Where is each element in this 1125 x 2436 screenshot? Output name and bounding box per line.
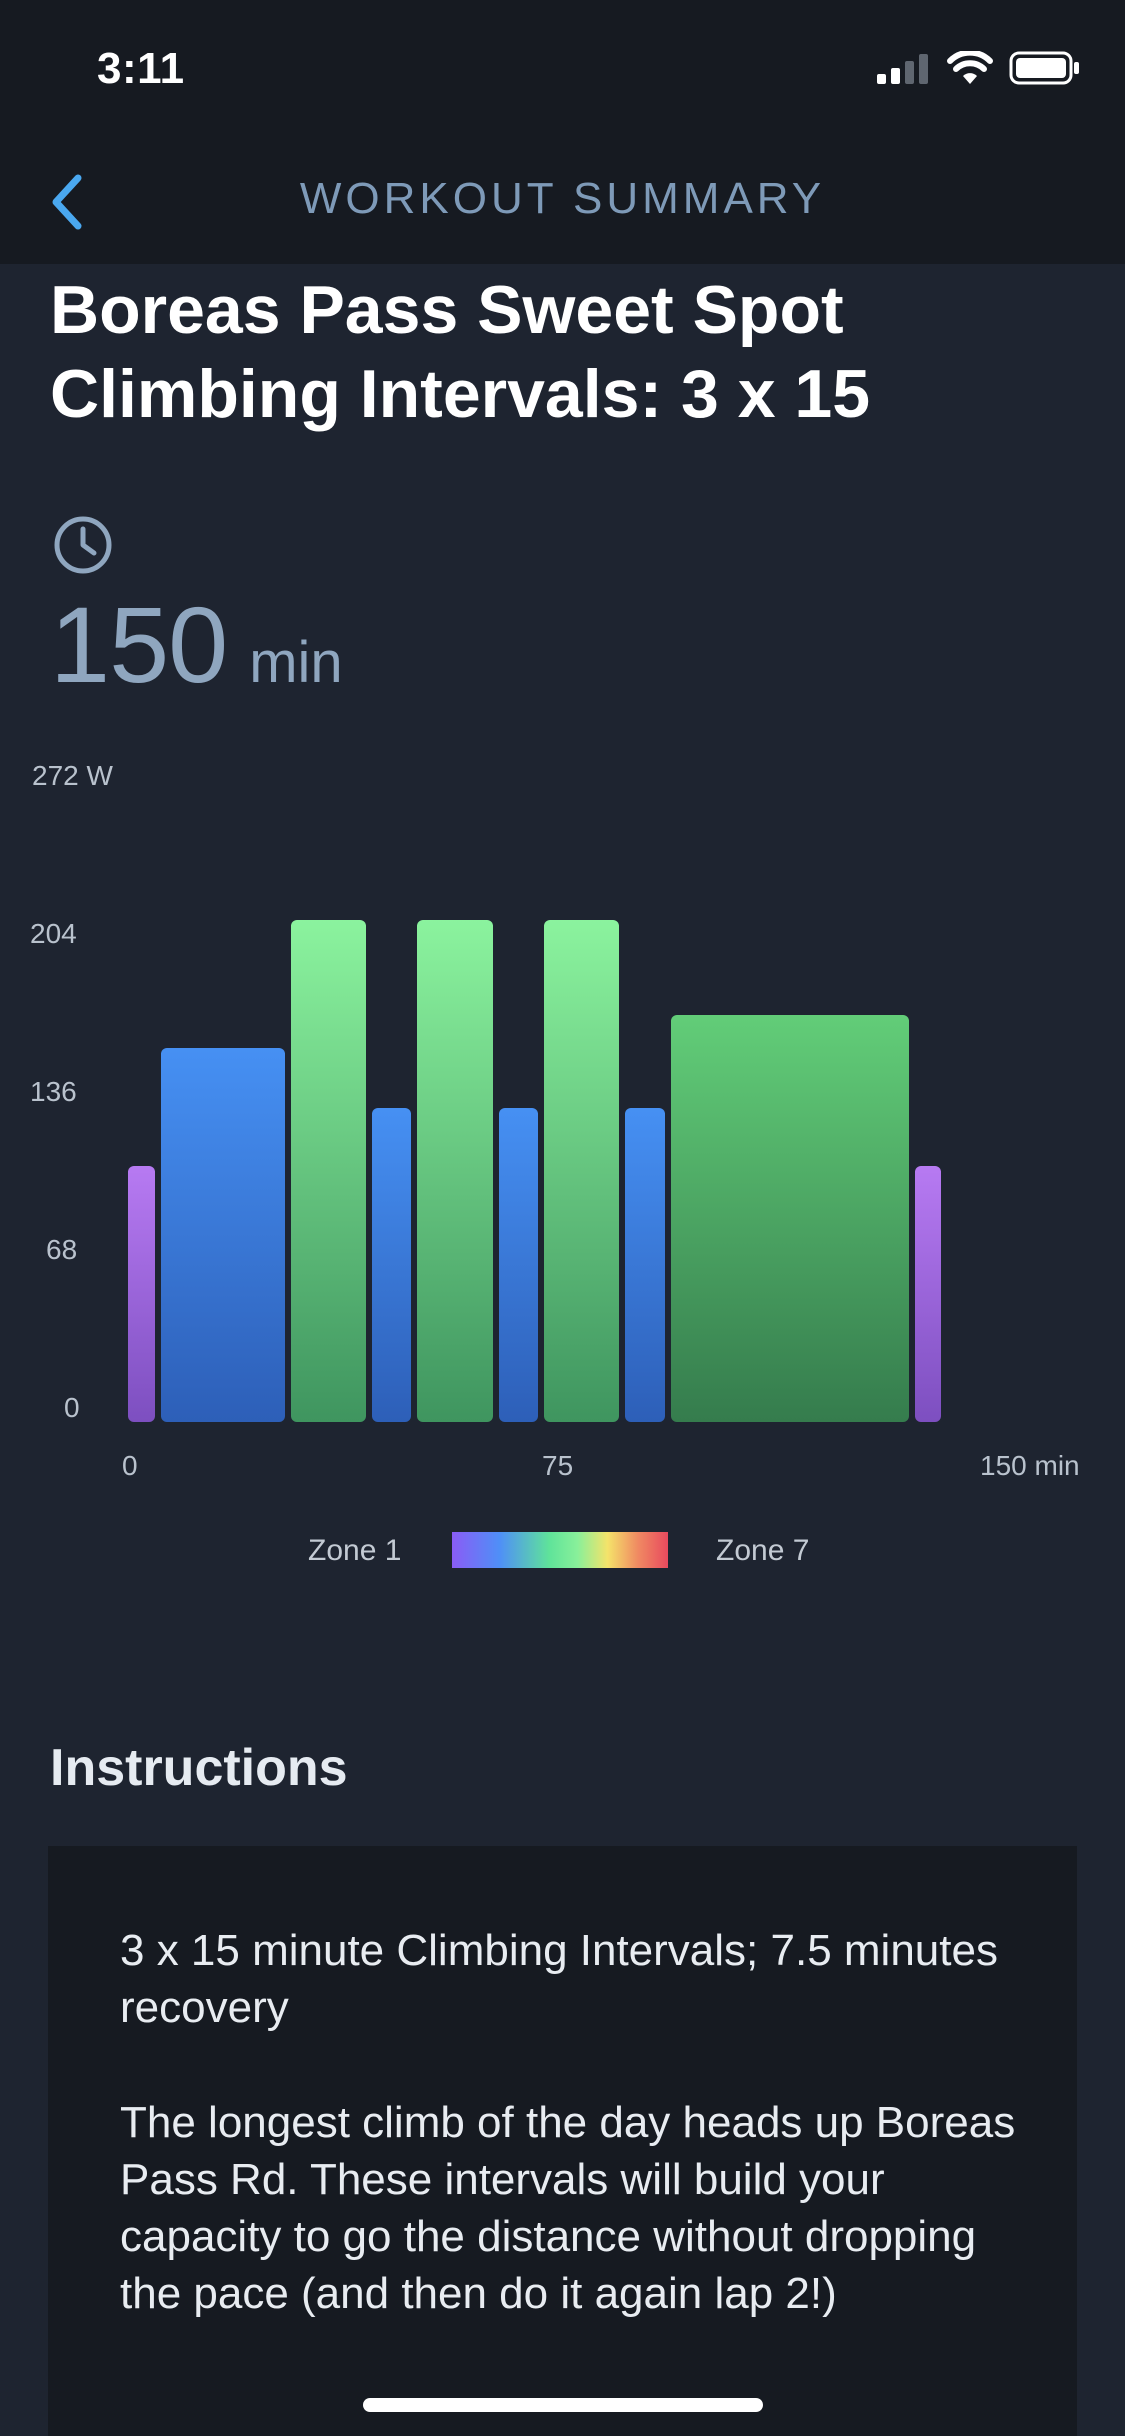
clock-icon	[54, 516, 112, 574]
zone-legend: Zone 1 Zone 7	[0, 1528, 1125, 1572]
y-tick-label: 204	[30, 918, 77, 949]
y-tick-label: 0	[64, 1392, 80, 1423]
nav-title: WORKOUT SUMMARY	[299, 174, 826, 223]
instructions-card: 3 x 15 minute Climbing Intervals; 7.5 mi…	[48, 1846, 1077, 2436]
power-bar	[670, 1015, 909, 1422]
duration-unit: min	[249, 630, 343, 695]
power-chart: 272 W 204 136 68 0 0 75 150 min	[0, 740, 1125, 1500]
zone-legend-left-label: Zone 1	[308, 1534, 402, 1567]
zone-legend-right-label: Zone 7	[716, 1534, 810, 1567]
power-bar	[290, 920, 366, 1422]
duration: 150 min	[50, 582, 343, 707]
y-tick-label: 136	[30, 1076, 77, 1107]
y-tick-label: 272 W	[32, 760, 113, 791]
nav-bar: WORKOUT SUMMARY	[0, 140, 1125, 264]
power-bar	[625, 1108, 665, 1422]
power-bar	[417, 920, 493, 1422]
power-bar	[498, 1108, 538, 1422]
instructions-title: Instructions	[50, 1739, 348, 1797]
y-tick-label: 68	[46, 1234, 78, 1265]
x-tick-label: 0	[122, 1450, 138, 1481]
status-icons	[877, 50, 1081, 86]
power-bar	[371, 1108, 412, 1422]
instructions-paragraph: The longest climb of the day heads up Bo…	[120, 2098, 1016, 2318]
battery-icon	[1009, 51, 1079, 85]
instructions-paragraph: 3 x 15 minute Climbing Intervals; 7.5 mi…	[120, 1926, 998, 2032]
back-button[interactable]	[30, 166, 102, 238]
cellular-signal-icon	[877, 54, 928, 84]
home-indicator	[363, 2398, 763, 2412]
status-time: 3:11	[97, 44, 185, 93]
power-bar	[128, 1166, 155, 1422]
power-bar	[544, 920, 620, 1422]
chevron-left-icon	[52, 174, 82, 230]
status-bar: 3:11	[0, 0, 1125, 140]
x-tick-label: 75	[542, 1450, 574, 1481]
duration-value: 150	[50, 584, 228, 705]
zone-gradient-bar	[452, 1532, 668, 1568]
x-tick-label: 150 min	[980, 1450, 1080, 1481]
wifi-icon	[947, 51, 993, 84]
workout-title: Boreas Pass Sweet Spot Climbing Interval…	[50, 272, 871, 432]
power-bar	[160, 1047, 285, 1422]
power-bar	[914, 1166, 941, 1422]
